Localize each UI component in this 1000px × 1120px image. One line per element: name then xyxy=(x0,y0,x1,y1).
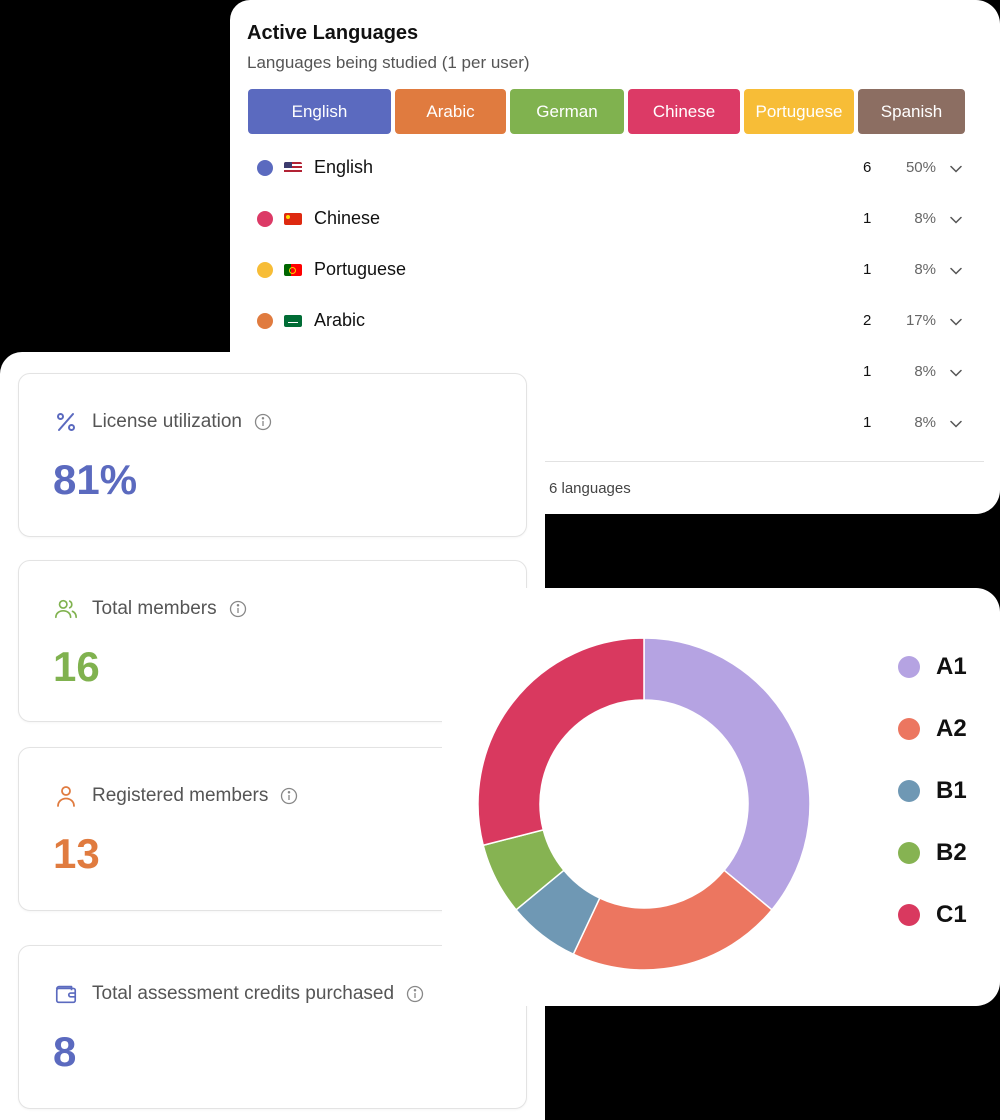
language-user-count: 1 xyxy=(863,210,872,227)
language-color-dot xyxy=(257,210,273,227)
language-chip-portuguese[interactable]: Portuguese xyxy=(744,89,854,134)
stat-label: Total assessment credits purchased xyxy=(92,983,395,1004)
legend-label: A1 xyxy=(936,653,967,680)
users-icon xyxy=(54,597,78,621)
chevron-down-icon[interactable] xyxy=(950,313,962,329)
language-chip-chinese[interactable]: Chinese xyxy=(628,89,740,134)
legend-swatch xyxy=(898,780,920,802)
legend-swatch xyxy=(898,842,920,864)
info-icon[interactable] xyxy=(406,985,424,1003)
language-user-count: 1 xyxy=(863,414,872,431)
legend-label: B2 xyxy=(936,839,967,866)
language-percent: 17% xyxy=(905,312,936,329)
flag-icon xyxy=(284,212,302,225)
language-color-dot xyxy=(257,261,273,278)
language-name: Chinese xyxy=(314,208,381,228)
legend-label: A2 xyxy=(936,715,967,742)
language-filter-chips: English Arabic German Chinese Portuguese Span… xyxy=(248,89,972,134)
language-row[interactable]: Chinese 1 8% xyxy=(247,193,972,244)
language-chip-german[interactable]: German xyxy=(510,89,624,134)
legend-item-b2[interactable]: B2 xyxy=(898,822,967,884)
language-user-count: 1 xyxy=(863,261,872,278)
legend-item-a1[interactable]: A1 xyxy=(898,636,967,698)
chevron-down-icon[interactable] xyxy=(950,415,962,431)
language-chip-arabic[interactable]: Arabic xyxy=(395,89,506,134)
language-list: English 6 50% Chinese 1 8% Portuguese 1 8% Arabic… xyxy=(247,142,972,448)
language-user-count: 6 xyxy=(863,159,872,176)
chevron-down-icon[interactable] xyxy=(950,262,962,278)
legend-item-b1[interactable]: B1 xyxy=(898,760,967,822)
stat-value: 81% xyxy=(53,456,138,503)
chevron-down-icon[interactable] xyxy=(950,211,962,227)
language-row[interactable]: 1 8% xyxy=(247,346,972,397)
language-percent: 50% xyxy=(905,159,936,176)
donut-slice-a2[interactable] xyxy=(572,869,773,971)
license-utilization-card: License utilization 81% xyxy=(18,373,527,537)
language-percent: 8% xyxy=(914,414,936,431)
stat-label: License utilization xyxy=(92,411,242,432)
language-count-footer: 6 languages xyxy=(549,480,631,497)
legend-label: B1 xyxy=(936,777,967,804)
chevron-down-icon[interactable] xyxy=(950,160,962,176)
chevron-down-icon[interactable] xyxy=(950,364,962,380)
stat-value: 8 xyxy=(53,1028,77,1075)
stat-label: Registered members xyxy=(92,785,269,806)
language-user-count: 1 xyxy=(863,363,872,380)
language-percent: 8% xyxy=(914,261,936,278)
stat-value: 13 xyxy=(53,830,100,877)
percent-icon xyxy=(54,410,78,434)
info-icon[interactable] xyxy=(280,787,298,805)
legend-swatch xyxy=(898,904,920,926)
info-icon[interactable] xyxy=(254,413,272,431)
donut-slice-a1[interactable] xyxy=(643,637,811,911)
user-icon xyxy=(54,784,78,808)
language-row[interactable]: Portuguese 1 8% xyxy=(247,244,972,295)
info-icon[interactable] xyxy=(229,600,247,618)
active-languages-subtitle: Languages being studied (1 per user) xyxy=(247,53,530,72)
level-distribution-panel: A1 A2 B1 B2 C1 xyxy=(442,588,1000,1006)
legend-label: C1 xyxy=(936,901,967,928)
language-row[interactable]: Arabic 2 17% xyxy=(247,295,972,346)
flag-icon xyxy=(284,314,302,327)
language-color-dot xyxy=(257,159,273,176)
wallet-icon xyxy=(54,982,78,1006)
flag-icon xyxy=(284,161,302,174)
language-chip-english[interactable]: English xyxy=(248,89,391,134)
legend-swatch xyxy=(898,718,920,740)
language-color-dot xyxy=(257,312,273,329)
language-list-divider xyxy=(540,461,984,462)
assessment-credits-card: Total assessment credits purchased 8 xyxy=(18,945,527,1109)
stat-label: Total members xyxy=(92,598,217,619)
flag-icon xyxy=(284,263,302,276)
level-donut-chart xyxy=(477,637,811,971)
legend-swatch xyxy=(898,656,920,678)
language-user-count: 2 xyxy=(863,312,872,329)
language-name: Portuguese xyxy=(314,259,407,279)
donut-slice-c1[interactable] xyxy=(477,637,645,847)
stat-value: 16 xyxy=(53,643,100,690)
language-percent: 8% xyxy=(914,210,936,227)
language-row[interactable]: English 6 50% xyxy=(247,142,972,193)
language-chip-spanish[interactable]: Spanish xyxy=(858,89,965,134)
active-languages-title: Active Languages xyxy=(247,22,419,44)
language-row[interactable]: 1 8% xyxy=(247,397,972,448)
language-name: Arabic xyxy=(314,310,366,330)
language-percent: 8% xyxy=(914,363,936,380)
legend-item-c1[interactable]: C1 xyxy=(898,884,967,946)
language-name: English xyxy=(314,157,374,177)
chart-legend: A1 A2 B1 B2 C1 xyxy=(898,636,967,946)
legend-item-a2[interactable]: A2 xyxy=(898,698,967,760)
